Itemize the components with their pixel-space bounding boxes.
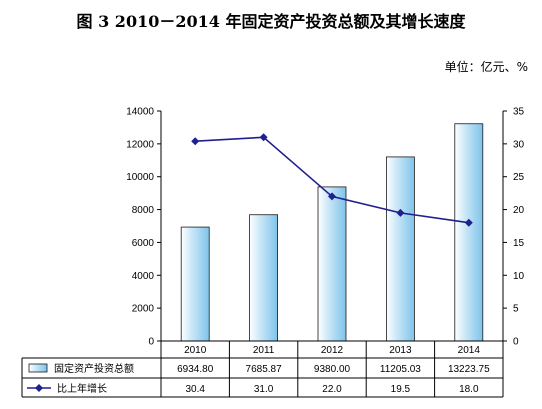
bar (454, 123, 484, 342)
growth-point (396, 208, 405, 217)
y-right-tick-label: 0 (513, 337, 519, 348)
y-left-tick-label: 2000 (132, 304, 155, 315)
bar-value-label: 13223.75 (448, 364, 490, 375)
line-value-label: 18.0 (459, 384, 479, 395)
line-value-label: 19.5 (391, 384, 411, 395)
growth-point (328, 192, 336, 201)
y-right-tick-label: 5 (513, 304, 519, 315)
bar-value-label: 7685.87 (246, 364, 283, 375)
y-left-tick-label: 6000 (132, 238, 155, 249)
bar (385, 156, 415, 342)
line-value-label: 22.0 (322, 384, 342, 395)
y-right-tick-label: 35 (513, 107, 525, 118)
bar-value-label: 9380.00 (314, 364, 351, 375)
growth-point (191, 137, 200, 146)
y-right-tick-label: 25 (513, 172, 525, 183)
legend-bar-swatch (28, 363, 48, 373)
chart-title: 图 3 2010－2014 年固定资产投资总额及其增长速度 (76, 12, 466, 31)
legend-line-label: 比上年增长 (57, 382, 107, 395)
y-right-tick-label: 15 (513, 238, 525, 249)
x-category-label: 2013 (389, 345, 412, 356)
bar (249, 214, 279, 342)
y-left-tick-label: 0 (148, 337, 154, 348)
x-category-label: 2014 (458, 345, 481, 356)
y-left-tick-label: 8000 (132, 205, 155, 216)
y-left-tick-label: 12000 (126, 139, 154, 150)
x-category-label: 2010 (184, 345, 207, 356)
y-right-tick-label: 10 (513, 271, 525, 282)
line-value-label: 30.4 (185, 384, 205, 395)
growth-point (259, 133, 268, 142)
bar-value-label: 11205.03 (380, 364, 421, 375)
y-left-tick-label: 10000 (126, 172, 154, 183)
legend-bar-label: 固定资产投资总额 (54, 362, 134, 375)
x-category-label: 2011 (253, 345, 275, 356)
y-right-tick-label: 20 (513, 205, 525, 216)
growth-point (464, 218, 473, 227)
legend-line-marker (35, 384, 43, 392)
y-right-tick-label: 30 (513, 139, 525, 150)
bar (180, 226, 210, 342)
bar (317, 186, 347, 342)
y-left-tick-label: 14000 (126, 107, 154, 118)
x-category-label: 2012 (321, 345, 344, 356)
y-left-tick-label: 4000 (132, 271, 155, 282)
bar-value-label: 6934.80 (177, 364, 214, 375)
unit-label: 单位：亿元、% (444, 60, 528, 74)
line-value-label: 31.0 (254, 384, 274, 395)
